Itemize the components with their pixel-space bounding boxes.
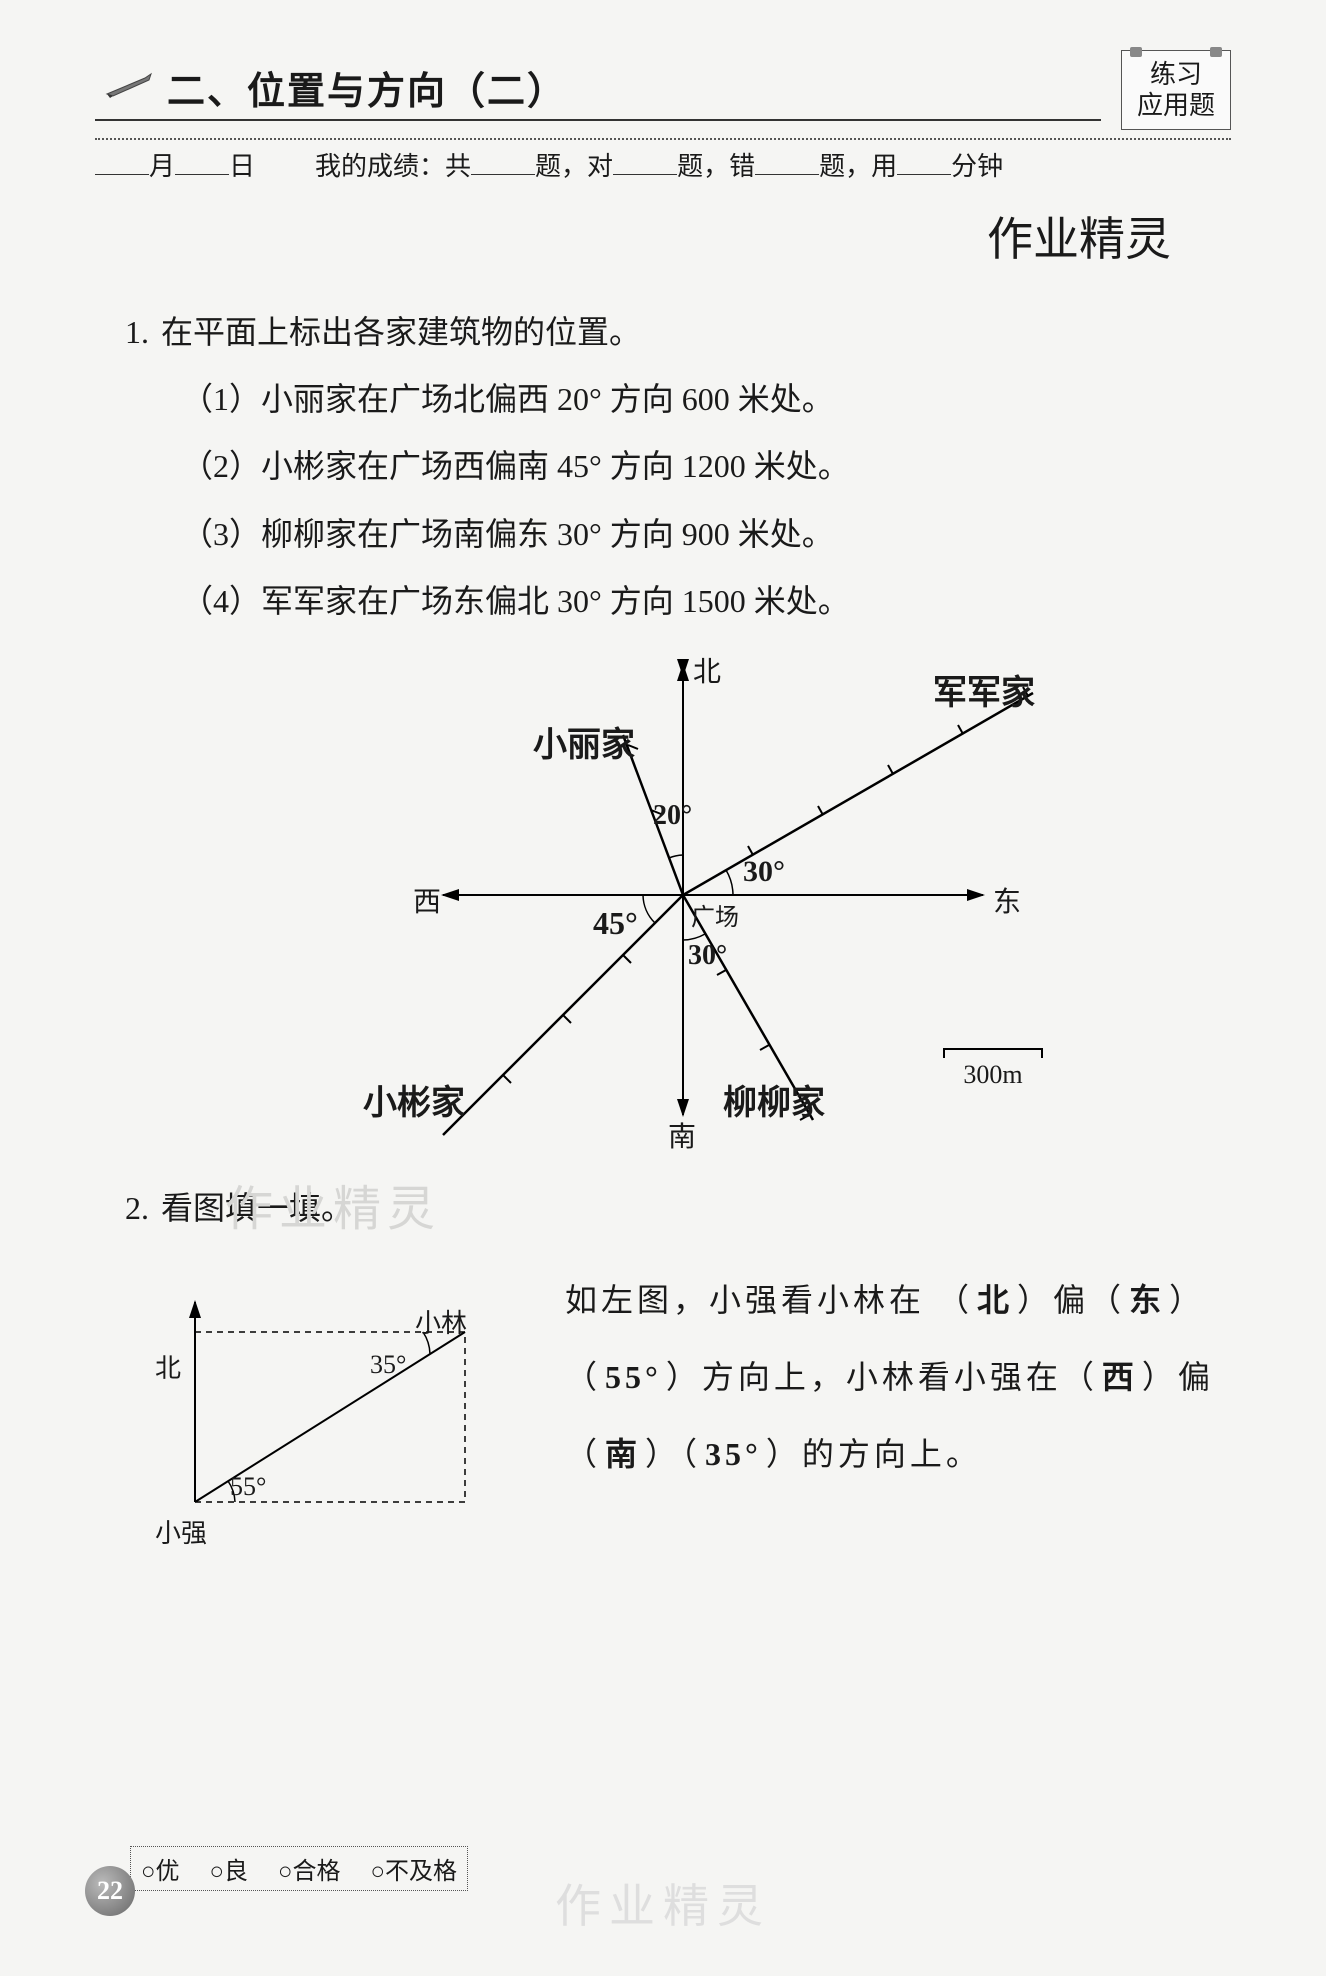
q2-xiaolin: 小林 xyxy=(415,1297,467,1352)
label-ti2: 题，错 xyxy=(677,146,755,183)
label-score-prefix: 我的成绩：共 xyxy=(315,146,471,183)
sticky-line1: 练习 xyxy=(1150,59,1202,90)
q2: 作业精灵 2. 看图填一填。 北 小林 小强 35° 55° xyxy=(125,1175,1231,1562)
blank-month[interactable] xyxy=(95,149,149,175)
sticky-line2: 应用题 xyxy=(1137,90,1215,121)
blank-right[interactable] xyxy=(613,149,677,175)
fill-6[interactable]: 35° xyxy=(701,1436,766,1472)
label-center: 广场 xyxy=(691,897,739,932)
label-xiaobin: 小彬家 xyxy=(363,1075,465,1124)
q2-p1: 如左图，小强看小林在 xyxy=(565,1282,925,1318)
q2-p4: ）的方向上。 xyxy=(766,1436,982,1472)
label-east: 东 xyxy=(993,880,1021,920)
header: 二、位置与方向（二） 练习 应用题 xyxy=(95,60,1231,130)
q2-body: 北 小林 小强 35° 55° 如左图，小强看小林在 （北）偏（东）（55°）方… xyxy=(125,1262,1231,1562)
q1-item-2: （2）小彬家在广场西偏南 45° 方向 1200 米处。 xyxy=(181,433,1231,500)
blank-day[interactable] xyxy=(175,149,229,175)
fill-5[interactable]: 南 xyxy=(601,1436,645,1472)
q1-stem: 1. 在平面上标出各家建筑物的位置。 xyxy=(125,299,1231,366)
label-north: 北 xyxy=(693,650,721,690)
q2-xiaoqiang: 小强 xyxy=(155,1507,207,1562)
label-west: 西 xyxy=(413,880,441,920)
scale-line xyxy=(943,1048,1043,1058)
q1-item-1: （1）小丽家在广场北偏西 20° 方向 600 米处。 xyxy=(181,366,1231,433)
q1-items: （1）小丽家在广场北偏西 20° 方向 600 米处。 （2）小彬家在广场西偏南… xyxy=(181,366,1231,635)
grade-b[interactable]: ○良 xyxy=(210,1851,249,1886)
fill-2[interactable]: 东 xyxy=(1125,1282,1169,1318)
blank-wrong[interactable] xyxy=(755,149,819,175)
label-day: 日 xyxy=(229,146,255,183)
q1: 1. 在平面上标出各家建筑物的位置。 （1）小丽家在广场北偏西 20° 方向 6… xyxy=(125,299,1231,635)
angle-20: 20° xyxy=(653,800,692,832)
pen-icon xyxy=(105,72,155,103)
grade-row: ○优 ○良 ○合格 ○不及格 xyxy=(130,1846,468,1891)
label-liuliu: 柳柳家 xyxy=(723,1075,825,1124)
scale-label: 300m xyxy=(943,1060,1043,1090)
q1-stem-text: 在平面上标出各家建筑物的位置。 xyxy=(161,314,641,350)
q1-item-4: （4）军军家在广场东偏北 30° 方向 1500 米处。 xyxy=(181,568,1231,635)
chapter-title: 二、位置与方向（二） xyxy=(167,60,567,115)
watermark-bottom: 作业精灵 xyxy=(555,1870,771,1936)
q2-north: 北 xyxy=(155,1342,181,1397)
q2-stem-text: 看图填一填。 xyxy=(161,1190,353,1226)
q1-item-3: （3）柳柳家在广场南偏东 30° 方向 900 米处。 xyxy=(181,501,1231,568)
blank-total[interactable] xyxy=(471,149,535,175)
q2-stem: 2. 看图填一填。 xyxy=(125,1175,1231,1242)
blank-min[interactable] xyxy=(897,149,951,175)
grade-a[interactable]: ○优 xyxy=(141,1851,180,1886)
label-junjun: 军军家 xyxy=(933,665,1035,714)
q2-a55: 55° xyxy=(230,1460,266,1515)
scale-bar: 300m xyxy=(943,1048,1043,1090)
handwrite-top: 作业精灵 xyxy=(95,203,1171,269)
q2-text: 如左图，小强看小林在 （北）偏（东）（55°）方向上，小林看小强在（西）偏（南）… xyxy=(565,1262,1231,1492)
label-south: 南 xyxy=(668,1115,696,1155)
angle-30s: 30° xyxy=(688,940,727,972)
angle-45: 45° xyxy=(593,905,638,942)
q2-diagram: 北 小林 小强 35° 55° xyxy=(125,1262,505,1562)
label-min: 分钟 xyxy=(951,146,1003,183)
label-month: 月 xyxy=(149,146,175,183)
q2-p2: ）方向上，小林看小强在（ xyxy=(666,1359,1098,1395)
q2-a35: 35° xyxy=(370,1338,406,1393)
sticky-note: 练习 应用题 xyxy=(1121,50,1231,130)
label-ti1: 题，对 xyxy=(535,146,613,183)
fill-4[interactable]: 西 xyxy=(1098,1359,1142,1395)
page-number: 22 xyxy=(85,1866,135,1916)
diagram-q1: 北 南 西 东 广场 小丽家 军军家 小彬家 柳柳家 20° 30° 45° 3… xyxy=(213,645,1113,1145)
grade-c[interactable]: ○合格 xyxy=(278,1851,341,1886)
label-ti3: 题，用 xyxy=(819,146,897,183)
divider-dots xyxy=(95,138,1231,140)
title-group: 二、位置与方向（二） xyxy=(95,60,1101,121)
angle-30e: 30° xyxy=(743,855,785,889)
score-row: 月 日 我的成绩：共 题，对 题，错 题，用 分钟 xyxy=(95,146,1231,183)
label-xiaoli: 小丽家 xyxy=(533,717,635,766)
q1-num: 1. xyxy=(125,314,149,350)
q2-num: 2. xyxy=(125,1190,149,1226)
fill-1[interactable]: 北 xyxy=(973,1282,1017,1318)
grade-d[interactable]: ○不及格 xyxy=(371,1851,458,1886)
fill-3[interactable]: 55° xyxy=(601,1359,666,1395)
